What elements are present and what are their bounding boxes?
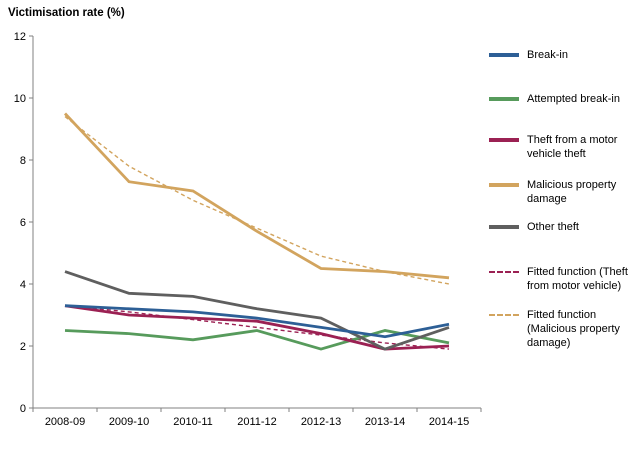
legend-swatch-malicious-property-damage bbox=[489, 183, 519, 187]
legend-swatch-break-in bbox=[489, 53, 519, 57]
y-tick-label: 12 bbox=[14, 31, 26, 43]
x-tick-label: 2011-12 bbox=[237, 416, 277, 428]
legend-label: Attempted break-in bbox=[527, 93, 620, 105]
legend-label: Malicious property damage bbox=[527, 179, 617, 205]
series-line-malicious-property-damage bbox=[63, 112, 450, 280]
legend-item-fitted-function-malicious-property-damage: Fitted function (Malicious property dama… bbox=[489, 308, 633, 350]
legend-swatch-attempted-break-in bbox=[489, 97, 519, 101]
x-tick-label: 2013-14 bbox=[365, 416, 405, 428]
legend-item-theft-from-a-motor-vehicle-theft: Theft from a motor vehicle theft bbox=[489, 133, 633, 161]
y-tick-label: 4 bbox=[20, 279, 26, 291]
chart-title: Victimisation rate (%) bbox=[8, 7, 125, 19]
x-tick-label: 2008-09 bbox=[45, 416, 85, 428]
legend-label: Break-in bbox=[527, 49, 568, 61]
legend-label: Fitted function (Malicious property dama… bbox=[527, 309, 620, 349]
chart-legend: Break-in Attempted break-in Theft from a m… bbox=[489, 0, 633, 457]
series-line-break-in bbox=[64, 304, 450, 339]
plot-area: 0 2 4 6 8 10 12 2008-09 2009-10 2010-11 2011-12 201… bbox=[14, 31, 482, 428]
legend-swatch-theft-from-a-motor-vehicle-theft bbox=[489, 138, 519, 142]
legend-item-attempted-break-in: Attempted break-in bbox=[489, 92, 633, 106]
series-line-fitted-function-theft-from-motor-vehicle bbox=[64, 305, 450, 350]
x-tick-label: 2012-13 bbox=[301, 416, 341, 428]
y-tick-label: 2 bbox=[20, 341, 26, 353]
series-line-other-theft bbox=[64, 270, 450, 351]
legend-item-other-theft: Other theft bbox=[489, 220, 633, 234]
legend-label: Fitted function (Theft from motor vehicl… bbox=[527, 266, 628, 292]
y-tick-label: 0 bbox=[20, 403, 26, 415]
x-tick-label: 2009-10 bbox=[109, 416, 149, 428]
legend-item-malicious-property-damage: Malicious property damage bbox=[489, 178, 633, 206]
x-tick-label: 2014-15 bbox=[429, 416, 469, 428]
y-tick-label: 8 bbox=[20, 155, 26, 167]
legend-swatch-other-theft bbox=[489, 225, 519, 229]
legend-label: Other theft bbox=[527, 221, 579, 233]
y-tick-label: 10 bbox=[14, 93, 26, 105]
series-line-theft-from-a-motor-vehicle-theft bbox=[64, 304, 450, 351]
x-tick-label: 2010-11 bbox=[173, 416, 213, 428]
legend-swatch-fitted-function-theft-from-motor-vehicle bbox=[489, 271, 519, 273]
legend-item-break-in: Break-in bbox=[489, 48, 633, 62]
legend-swatch-fitted-function-malicious-property-damage bbox=[489, 314, 519, 316]
legend-item-fitted-function-theft-from-motor-vehicle: Fitted function (Theft from motor vehicl… bbox=[489, 265, 633, 293]
series-line-attempted-break-in bbox=[64, 329, 450, 351]
legend-label: Theft from a motor vehicle theft bbox=[527, 134, 618, 160]
y-tick-label: 6 bbox=[20, 217, 26, 229]
series-line-fitted-function-malicious-property-damage bbox=[64, 116, 450, 285]
